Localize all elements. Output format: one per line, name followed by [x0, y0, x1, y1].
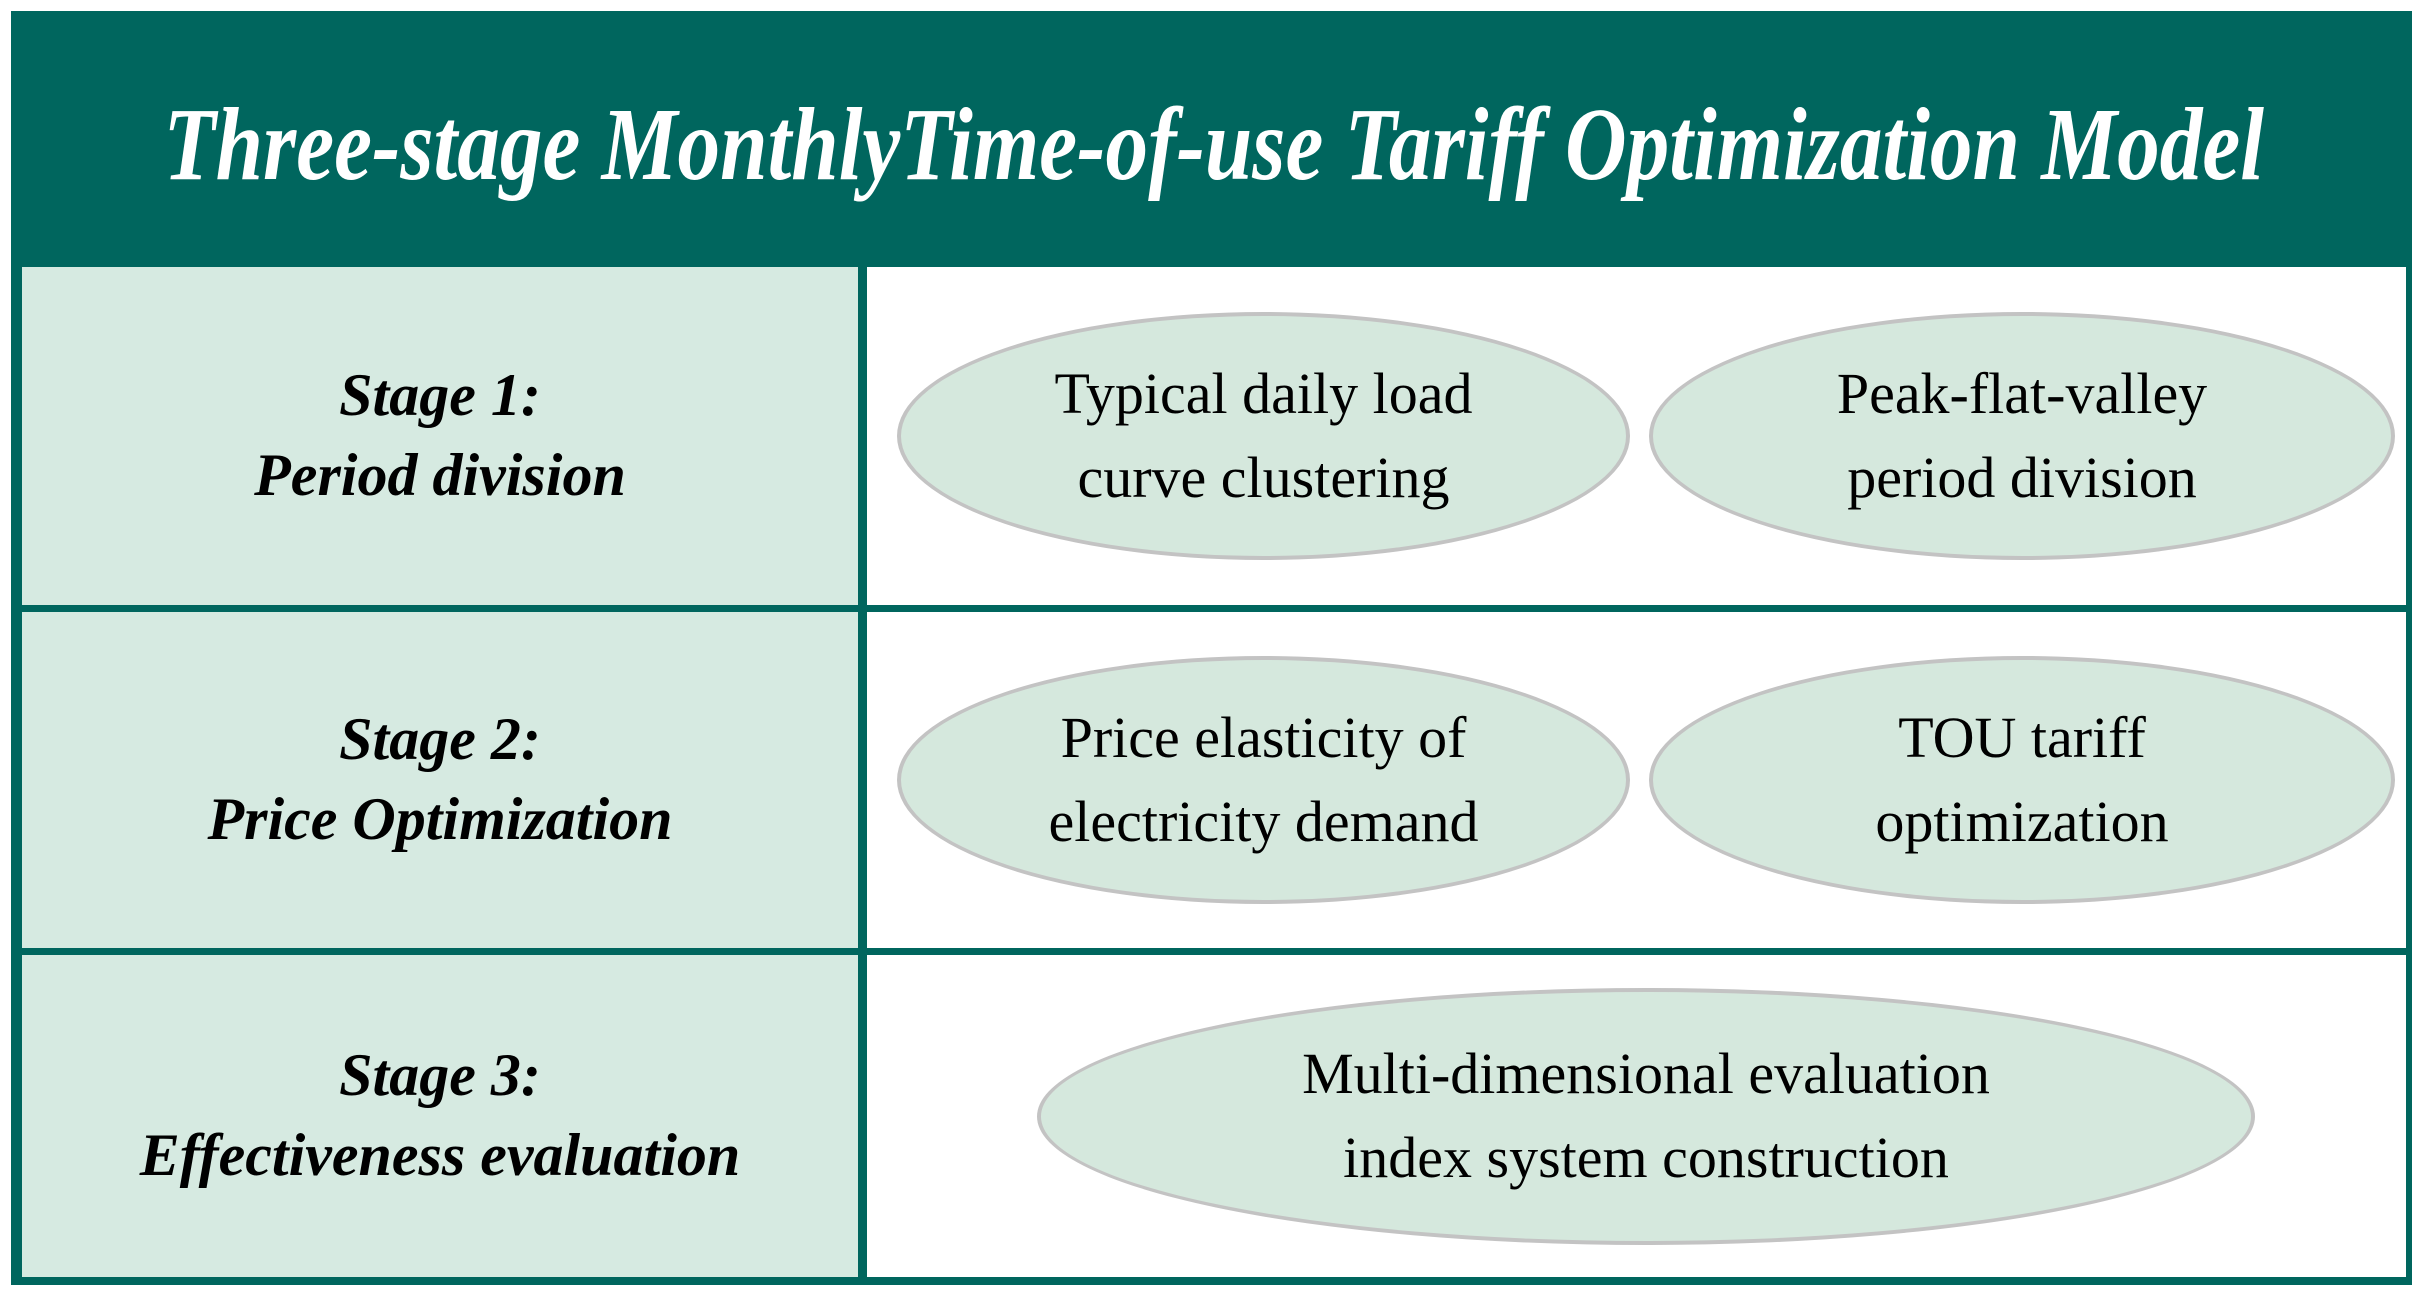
stage-3-subtitle: Effectiveness evaluation	[139, 1122, 741, 1188]
stage-3-title: Stage 3:	[339, 1042, 541, 1109]
ellipse-typical-daily-load: Typical daily load curve clustering	[897, 312, 1630, 560]
stage-1-title: Stage 1:	[339, 362, 541, 429]
row-divider	[22, 948, 2406, 955]
figure-header: Three-stage MonthlyTime-of-use Tariff Op…	[22, 11, 2406, 267]
column-divider	[858, 612, 867, 948]
ellipse-peak-flat-valley: Peak-flat-valley period division	[1649, 312, 2395, 560]
ellipse-text-line: period division	[1847, 445, 2197, 510]
ellipse-text-line: optimization	[1875, 789, 2169, 854]
stage-row-2: Stage 2: Price Optimization Price elasti…	[22, 612, 2406, 948]
stage-row-1: Stage 1: Period division Typical daily l…	[22, 267, 2406, 605]
column-divider	[858, 955, 867, 1277]
ellipse-text-line: curve clustering	[1077, 445, 1450, 510]
tou-model-figure: Three-stage MonthlyTime-of-use Tariff Op…	[11, 11, 2412, 1285]
ellipse-price-elasticity: Price elasticity of electricity demand	[897, 656, 1630, 904]
ellipse-text-line: Price elasticity of	[1060, 704, 1467, 770]
stage-2-content-cell: Price elasticity of electricity demand T…	[867, 612, 2406, 948]
stage-2-subtitle: Price Optimization	[207, 786, 673, 852]
ellipse-text-line: Peak-flat-valley	[1836, 360, 2208, 426]
ellipse-multi-dimensional-evaluation: Multi-dimensional evaluation index syste…	[1037, 987, 2255, 1245]
ellipse-tou-tariff-optimization: TOU tariff optimization	[1649, 656, 2395, 904]
stage-1-label-cell: Stage 1: Period division	[22, 267, 858, 605]
ellipse-text-line: index system construction	[1343, 1125, 1949, 1190]
stage-2-label-cell: Stage 2: Price Optimization	[22, 612, 858, 948]
column-divider	[858, 267, 867, 605]
ellipse-text-line: electricity demand	[1048, 789, 1479, 854]
stage-row-3: Stage 3: Effectiveness evaluation Multi-…	[22, 955, 2406, 1277]
stage-3-content-cell: Multi-dimensional evaluation index syste…	[867, 955, 2406, 1277]
ellipse-text-line: Multi-dimensional evaluation	[1302, 1040, 1990, 1106]
ellipse-text-line: Typical daily load	[1054, 360, 1473, 426]
ellipse-text-line: TOU tariff	[1898, 704, 2146, 770]
stage-1-subtitle: Period division	[254, 442, 626, 508]
stage-1-content-cell: Typical daily load curve clustering Peak…	[867, 267, 2406, 605]
row-divider	[22, 605, 2406, 612]
stage-2-title: Stage 2:	[339, 706, 541, 773]
figure-title: Three-stage MonthlyTime-of-use Tariff Op…	[163, 86, 2265, 202]
stage-3-label-cell: Stage 3: Effectiveness evaluation	[22, 955, 858, 1277]
